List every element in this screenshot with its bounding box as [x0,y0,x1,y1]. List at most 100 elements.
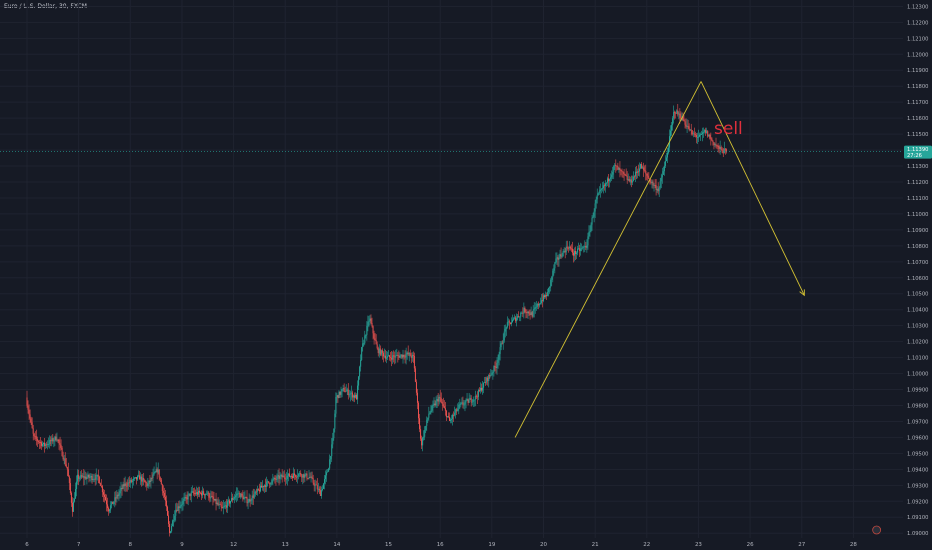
sell-annotation[interactable]: sell [714,119,743,139]
price-tick-label: 1.09000 [907,531,928,537]
candle-body [587,236,589,246]
candle-body [514,317,516,319]
price-tick-label: 1.11200 [907,180,928,186]
candle-body [258,489,260,492]
candle-body [97,474,99,477]
candle-body [33,433,35,437]
candle-body [477,389,479,397]
candle-body [693,133,695,135]
price-axis[interactable]: 1.12300 1.12200 1.12100 1.12000 1.11900 1.118… [903,0,932,550]
candle-body [296,476,298,478]
candle-body [345,390,347,392]
candle-body [57,439,59,441]
candle-body [121,487,123,489]
candle-body [135,477,137,480]
candle-body [318,488,320,491]
candle-body [714,144,716,146]
candle-body [114,497,116,502]
candle-body [34,436,36,437]
candle-body [368,320,370,322]
event-markers[interactable] [872,525,932,535]
candle-body [580,248,582,252]
candle-body [150,478,152,482]
candle-body [593,211,595,217]
candle-body [230,501,232,504]
candle-body [206,493,208,495]
candle-body [291,476,293,478]
candle-body [217,502,219,505]
candle-body [619,168,621,171]
candle-body [99,483,101,486]
candle-body [506,322,508,328]
candle-body [572,252,574,256]
time-tick-label: 14 [333,542,340,548]
candle-body [98,476,100,484]
candle-body [646,173,648,176]
candle-body [39,442,41,444]
trend-lines[interactable] [514,81,805,438]
candle-body [179,506,181,508]
candle-body [350,392,352,394]
candle-body [274,477,276,480]
candle-body [360,359,362,367]
candle-body [405,354,407,358]
lightning-icon[interactable] [872,525,882,535]
candle-body [418,402,420,419]
candle-body [625,174,627,176]
candle-body [423,436,425,438]
candle-body [656,188,658,190]
candle-body [298,473,300,477]
candle-body [387,356,389,358]
candle-body [277,475,279,477]
candle-body [354,394,356,398]
candle-body [342,387,344,390]
candle-body [69,483,71,493]
candle-body [546,294,548,297]
candle-body [569,246,571,249]
candle-body [322,483,324,489]
candle-body [293,473,295,478]
candle-body [483,382,485,388]
candle-body [545,294,547,298]
candle-body [26,397,28,406]
candle-body [404,356,406,358]
candle-body [213,498,215,501]
trend-line[interactable] [514,81,702,438]
candle-body [638,171,640,173]
candle-body [379,348,381,355]
time-tick-label: 22 [643,542,650,548]
candle-body [113,501,115,504]
candle-body [262,486,264,488]
candle-body [31,422,33,429]
candle-body [414,368,416,382]
candle-body [299,473,301,474]
candle-body [434,403,436,406]
candle-body [257,488,259,490]
candle-body [397,355,399,356]
candle-body [271,480,273,484]
candle-body [509,322,511,325]
candle-body [501,343,503,345]
candle-body [280,474,282,476]
candle-body [75,489,77,499]
candle-body [432,404,434,406]
candle-body [156,469,158,473]
candle-body [81,475,83,477]
candle-body [544,295,546,298]
candle-body [526,312,528,314]
candle-body [667,147,669,153]
candle-body [40,442,42,446]
candle-body [363,343,365,345]
candle-body [144,480,146,483]
candle-body [390,357,392,358]
candle-body [649,178,651,183]
trend-line[interactable] [700,81,805,296]
candle-body [378,348,380,354]
candle-body [253,494,255,498]
candle-body [269,482,271,485]
time-axis[interactable]: 6 7 8 9 12 13 14 15 16 19 20 21 22 23 26 27 28 [0,538,932,550]
candle-body [224,505,226,507]
candle-body [329,459,331,469]
candle-body [161,484,163,492]
